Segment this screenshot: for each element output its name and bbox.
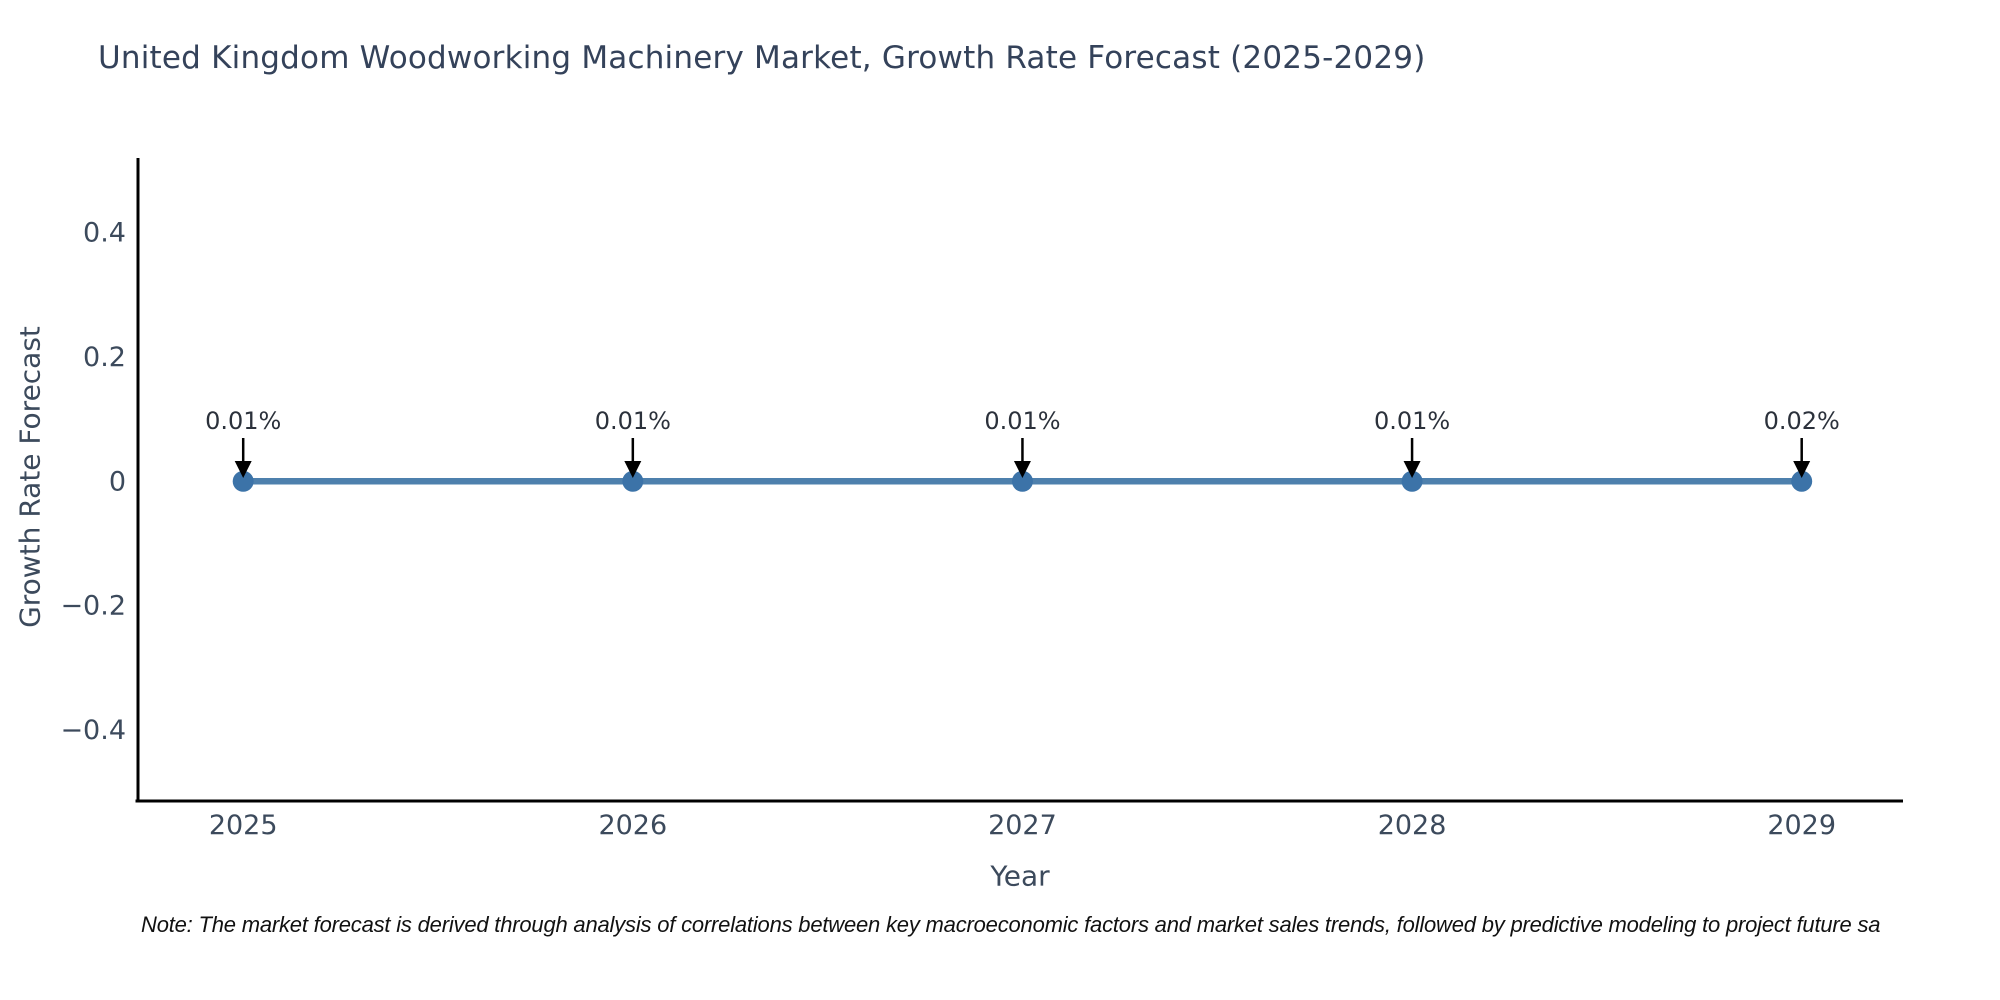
- x-tick-label: 2029: [1767, 810, 1836, 841]
- y-tick-label: 0.4: [83, 218, 126, 249]
- y-tick-label: −0.2: [60, 591, 126, 622]
- data-point: [232, 470, 254, 492]
- footnote: Note: The market forecast is derived thr…: [141, 912, 1881, 937]
- data-point: [1791, 470, 1813, 492]
- y-tick-label: −0.4: [60, 715, 126, 746]
- annotation-label: 0.01%: [205, 407, 281, 435]
- x-tick-label: 2028: [1378, 810, 1447, 841]
- data-point: [622, 470, 644, 492]
- annotation-arrow-head: [1793, 461, 1811, 478]
- annotation-label: 0.01%: [984, 407, 1060, 435]
- annotation-arrow-head: [234, 461, 252, 478]
- x-tick-label: 2027: [988, 810, 1057, 841]
- data-point: [1011, 470, 1033, 492]
- y-tick-label: 0: [109, 466, 126, 497]
- chart-title: United Kingdom Woodworking Machinery Mar…: [98, 40, 1426, 76]
- y-tick-label: 0.2: [83, 342, 126, 373]
- x-axis-title: Year: [990, 859, 1050, 893]
- annotation-arrow-head: [624, 461, 642, 478]
- annotation-label: 0.01%: [595, 407, 671, 435]
- annotation-label: 0.02%: [1764, 407, 1840, 435]
- annotation-label: 0.01%: [1374, 407, 1450, 435]
- x-tick-label: 2025: [209, 810, 278, 841]
- annotation-arrow-head: [1013, 461, 1031, 478]
- annotation-arrow-head: [1403, 461, 1421, 478]
- x-tick-label: 2026: [598, 810, 667, 841]
- data-point: [1401, 470, 1423, 492]
